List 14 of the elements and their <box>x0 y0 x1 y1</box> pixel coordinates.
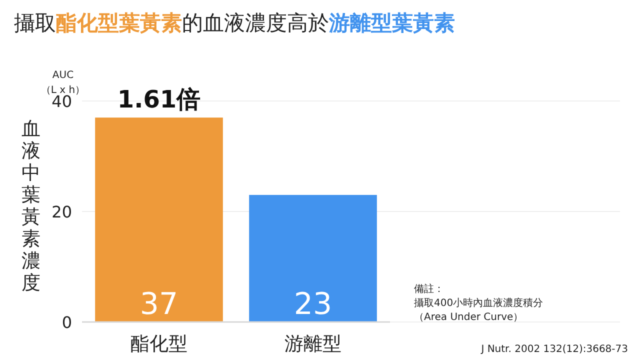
text: 備註： <box>414 283 444 295</box>
text: J Nutr. 2002 132(12):3668-73 <box>480 344 628 355</box>
text: （Area Under Curve） <box>414 312 524 323</box>
data-label: 23 <box>294 287 332 322</box>
data-label: 37 <box>140 287 178 322</box>
chart-title: 攝取酯化型葉黃素的血液濃度高於游離型葉黃素 <box>14 11 455 35</box>
x-tick-label: 酯化型 <box>130 333 188 355</box>
annotation: 1.61倍 <box>117 86 201 114</box>
y-tick-label: 0 <box>62 313 72 332</box>
y-axis-title: 血液中葉黃素濃度 <box>22 118 40 294</box>
text: 攝取400小時內血液濃度積分 <box>414 297 544 309</box>
x-tick-label: 游離型 <box>284 333 342 355</box>
text: AUC <box>52 70 74 81</box>
y-tick-label: 20 <box>52 202 72 222</box>
